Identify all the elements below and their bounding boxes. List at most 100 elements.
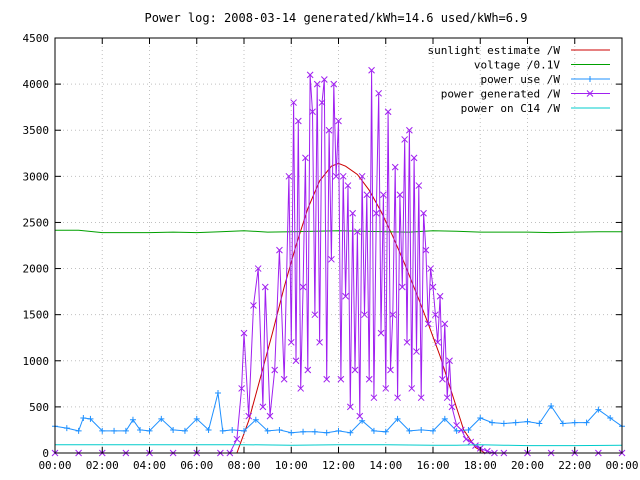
legend-label-power-use-w: power use /W: [481, 73, 561, 86]
data-point-power-generated-w: [299, 283, 307, 291]
data-point-power-generated-w: [259, 403, 267, 411]
y-tick-label: 4000: [23, 78, 50, 91]
data-point-power-generated-w: [351, 366, 359, 374]
x-tick-label: 12:00: [322, 459, 355, 472]
y-tick-label: 3000: [23, 170, 50, 183]
data-point-power-generated-w: [427, 265, 434, 272]
data-point-power-use-w: [300, 428, 307, 435]
data-point-power-use-w: [500, 420, 507, 427]
series-power-on-c14-w: [55, 444, 623, 447]
data-point-power-use-w: [536, 420, 543, 427]
data-point-power-use-w: [80, 414, 87, 421]
data-point-power-generated-w: [472, 442, 479, 449]
data-point-power-generated-w: [335, 117, 342, 125]
data-point-power-generated-w: [328, 255, 335, 263]
data-point-power-use-w: [75, 427, 82, 434]
data-point-power-use-w: [335, 427, 342, 434]
data-point-power-generated-w: [313, 80, 321, 88]
data-point-power-generated-w: [361, 311, 368, 319]
data-point-power-generated-w: [422, 246, 430, 254]
data-point-power-generated-w: [432, 311, 439, 319]
data-point-power-use-w: [158, 415, 165, 422]
data-point-power-generated-w: [276, 246, 283, 254]
data-point-power-use-w: [441, 415, 448, 422]
data-point-power-generated-w: [323, 375, 331, 383]
data-point-power-generated-w: [424, 320, 432, 328]
data-point-power-use-w: [571, 419, 578, 426]
data-point-power-use-w: [219, 427, 226, 434]
data-point-power-generated-w: [325, 126, 333, 134]
data-point-power-use-w: [465, 426, 472, 433]
data-point-power-generated-w: [266, 412, 274, 420]
legend-label-power-on-c14-w: power on C14 /W: [461, 102, 561, 115]
data-point-power-generated-w: [401, 136, 409, 143]
data-point-power-generated-w: [285, 172, 293, 180]
x-tick-label: 00:00: [605, 459, 638, 472]
data-point-power-use-w: [489, 419, 496, 426]
data-point-power-generated-w: [387, 366, 394, 374]
series-line-voltage-0-1v: [55, 229, 622, 234]
x-axis: 00:00 02:00 04:00 06:00 08:00 10:00 12:00 14:00…: [38, 38, 639, 472]
data-point-power-generated-w: [384, 108, 392, 116]
y-tick-label: 3500: [23, 124, 50, 137]
x-tick-label: 14:00: [369, 459, 402, 472]
data-point-power-use-w: [146, 427, 153, 434]
chart-title: Power log: 2008-03-14 generated/kWh=14.6…: [145, 11, 528, 25]
data-point-power-generated-w: [429, 283, 437, 291]
data-point-power-generated-w: [394, 394, 401, 402]
data-point-power-generated-w: [240, 329, 248, 337]
data-point-power-use-w: [512, 419, 519, 426]
series-power-generated-w: [51, 66, 626, 457]
data-point-power-use-w: [370, 427, 377, 434]
data-point-power-use-w: [205, 426, 212, 433]
data-point-power-generated-w: [233, 435, 241, 443]
legend-label-power-generated-w: power generated /W: [441, 88, 561, 101]
series-line-power-use-w: [54, 392, 623, 434]
y-tick-label: 1000: [23, 355, 50, 368]
data-point-power-use-w: [559, 420, 566, 427]
data-point-power-generated-w: [304, 366, 312, 374]
y-tick-label: 2500: [23, 216, 50, 229]
data-point-power-generated-w: [261, 283, 269, 291]
data-point-power-use-w: [323, 429, 330, 436]
data-point-power-generated-w: [467, 438, 475, 446]
data-point-power-generated-w: [457, 426, 465, 434]
data-point-power-generated-w: [368, 66, 375, 74]
data-point-power-generated-w: [297, 385, 305, 392]
data-point-power-use-w: [524, 418, 531, 425]
data-point-power-generated-w: [238, 385, 245, 392]
data-point-power-generated-w: [413, 348, 420, 355]
data-point-power-generated-w: [380, 191, 387, 199]
data-point-power-generated-w: [375, 89, 383, 97]
x-tick-label: 02:00: [86, 459, 119, 472]
legend-label-voltage-0-1v: voltage /0.1V: [474, 59, 560, 72]
data-point-power-generated-w: [363, 191, 371, 199]
legend-marker-power-use-w: [587, 76, 593, 82]
x-tick-label: 08:00: [227, 459, 260, 472]
data-point-power-generated-w: [415, 182, 423, 189]
data-point-power-generated-w: [280, 375, 288, 383]
data-point-power-use-w: [276, 426, 283, 433]
data-point-power-use-w: [129, 416, 136, 423]
data-point-power-generated-w: [398, 283, 406, 291]
data-point-power-generated-w: [254, 265, 262, 272]
data-point-power-generated-w: [330, 80, 338, 88]
data-point-power-use-w: [87, 415, 94, 422]
data-point-power-use-w: [548, 402, 555, 409]
data-point-power-use-w: [264, 427, 271, 434]
y-tick-label: 1500: [23, 309, 50, 322]
data-point-power-generated-w: [434, 338, 442, 346]
data-point-power-use-w: [229, 426, 236, 433]
data-point-power-generated-w: [311, 311, 319, 319]
x-tick-label: 10:00: [275, 459, 308, 472]
data-point-power-generated-w: [356, 412, 364, 420]
data-point-power-generated-w: [372, 209, 380, 217]
data-point-power-use-w: [63, 425, 70, 432]
data-point-power-generated-w: [406, 126, 413, 134]
x-tick-label: 04:00: [133, 459, 166, 472]
y-tick-label: 500: [29, 401, 49, 414]
data-point-power-generated-w: [346, 403, 354, 411]
x-tick-label: 00:00: [38, 459, 71, 472]
series-power-use-w: [52, 390, 625, 436]
